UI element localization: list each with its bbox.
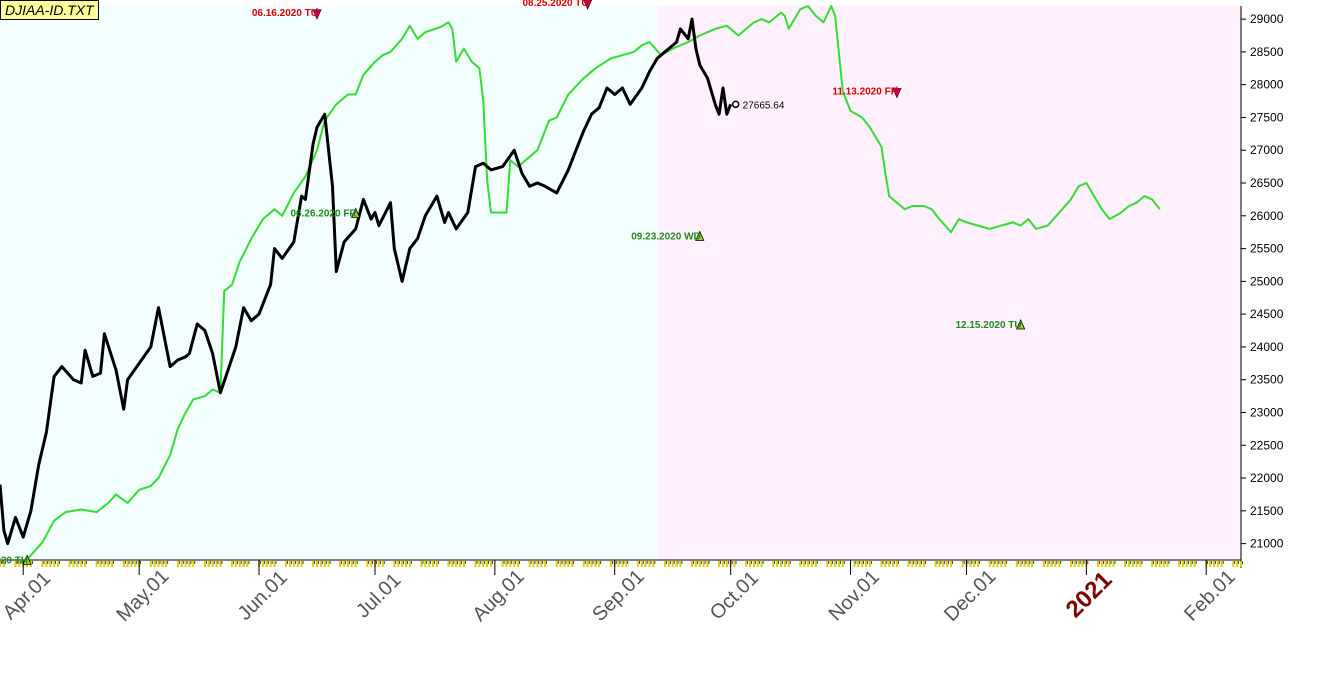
y-tick-label: 28500 xyxy=(1250,45,1284,59)
y-tick-label: 25500 xyxy=(1250,242,1284,256)
y-tick-label: 26000 xyxy=(1250,209,1284,223)
low-marker xyxy=(1016,318,1026,330)
low-marker xyxy=(22,554,32,565)
low-marker xyxy=(695,230,705,241)
x-month-label: Feb.01 xyxy=(1180,566,1240,626)
y-tick-label: 21500 xyxy=(1250,504,1284,518)
y-tick-label: 26500 xyxy=(1250,176,1284,190)
y-tick-label: 22500 xyxy=(1250,438,1284,452)
y-tick-label: 29000 xyxy=(1250,12,1284,26)
shading-past xyxy=(0,6,658,560)
x-month-label: May.01 xyxy=(112,565,173,626)
low-marker xyxy=(351,207,361,218)
x-month-label: Nov.01 xyxy=(825,566,884,625)
actual-price-line xyxy=(0,17,733,546)
x-month-label: Jul.01 xyxy=(352,569,405,622)
high-marker xyxy=(312,9,322,20)
chart-title-box: DJIAA-ID.TXT xyxy=(0,0,99,20)
low-annotation-label: 12.15.2020 TU xyxy=(955,320,1021,331)
y-tick-label: 23000 xyxy=(1250,405,1284,419)
low-annotation-label: 020 TH xyxy=(0,555,28,566)
high-marker xyxy=(892,88,902,99)
x-month-label: Aug.01 xyxy=(468,566,528,626)
y-tick-label: 25000 xyxy=(1250,274,1284,288)
x-month-label: Apr.01 xyxy=(0,568,55,624)
low-annotation-label: 09.23.2020 WD xyxy=(631,231,701,242)
x-month-label: Dec.01 xyxy=(940,566,1000,626)
high-annotation-label: 08.25.2020 TU xyxy=(522,0,588,9)
last-value-label: 27665.64 xyxy=(743,100,785,111)
x-year-label: 2021 xyxy=(1061,566,1118,623)
high-annotation-label: 11.13.2020 FR xyxy=(832,87,898,98)
x-month-label: Sep.01 xyxy=(588,566,648,626)
last-value-marker xyxy=(731,100,740,109)
y-tick-label: 22000 xyxy=(1250,471,1284,485)
x-month-label: Oct.01 xyxy=(706,567,763,624)
low-annotation-label: 06.26.2020 FR xyxy=(291,209,358,220)
y-tick-label: 24000 xyxy=(1250,340,1284,354)
shading-future xyxy=(657,6,1241,560)
y-tick-label: 21000 xyxy=(1250,537,1284,551)
y-tick-label: 27500 xyxy=(1250,110,1284,124)
x-month-label: Jun.01 xyxy=(234,567,292,625)
high-annotation-label: 06.16.2020 TU xyxy=(252,8,318,19)
forecast-line xyxy=(26,5,1161,560)
y-tick-label: 28000 xyxy=(1250,78,1284,92)
y-tick-label: 27000 xyxy=(1250,143,1284,157)
y-tick-label: 24500 xyxy=(1250,307,1284,321)
y-tick-label: 23500 xyxy=(1250,373,1284,387)
high-marker xyxy=(583,0,593,10)
